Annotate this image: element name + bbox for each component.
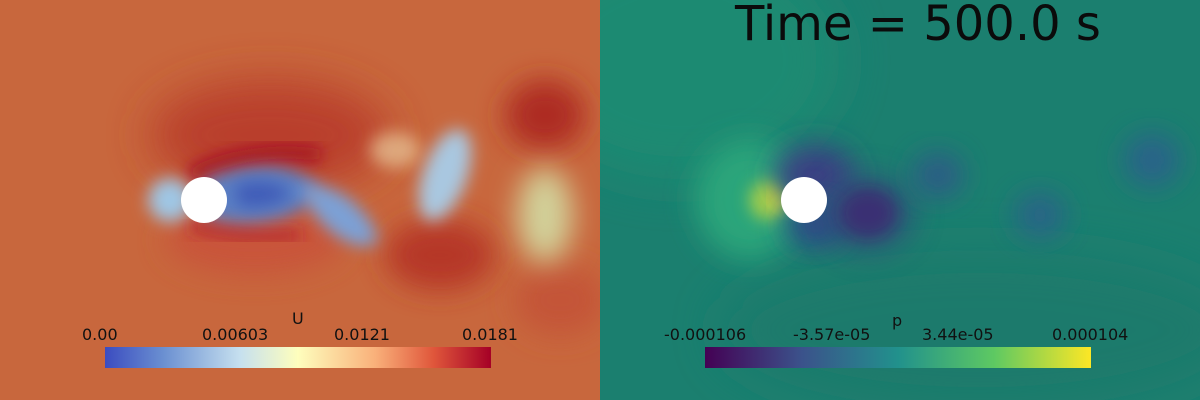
pressure-tick-1: -3.57e-05 <box>793 325 871 344</box>
cylinder-obstacle <box>181 177 227 223</box>
velocity-colorbar <box>105 347 491 368</box>
pressure-tick-3: 0.000104 <box>1052 325 1129 344</box>
pressure-tick-2: 3.44e-05 <box>922 325 994 344</box>
velocity-panel: U 0.00 0.00603 0.0121 0.0181 <box>0 0 600 400</box>
pressure-colorbar-title: p <box>892 311 903 330</box>
velocity-tick-1: 0.00603 <box>202 325 269 344</box>
velocity-colorbar-title: U <box>292 309 304 328</box>
velocity-field <box>0 0 600 400</box>
cylinder-obstacle-pressure <box>781 177 827 223</box>
pressure-panel: p -0.000106 -3.57e-05 3.44e-05 0.000104 <box>600 0 1200 400</box>
pressure-colorbar <box>705 347 1091 368</box>
pressure-tick-0: -0.000106 <box>664 325 747 344</box>
velocity-tick-2: 0.0121 <box>334 325 390 344</box>
velocity-tick-0: 0.00 <box>82 325 118 344</box>
time-label: Time = 500.0 s <box>735 0 1101 52</box>
pressure-field <box>600 0 1200 400</box>
velocity-tick-3: 0.0181 <box>462 325 518 344</box>
